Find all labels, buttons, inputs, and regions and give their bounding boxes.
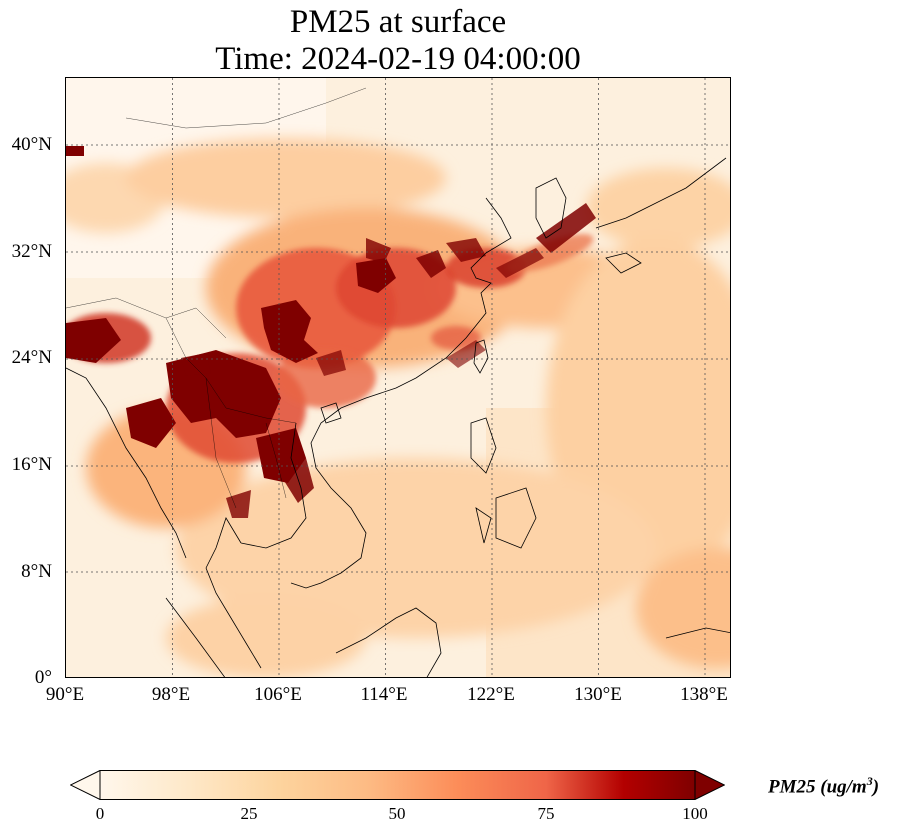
colorbar-tick: 0 [95,804,105,823]
plume-japan [586,168,730,248]
colorbar-label: PM25 (ug/m3) [768,774,880,798]
lon-tick: 114°E [360,684,408,705]
plume-southeast [636,548,730,668]
lat-tick: 16°N [11,454,52,475]
map-time: Time: 2024-02-19 04:00:00 [215,41,581,77]
colorbar-tick: 25 [240,804,258,823]
colorbar-tick: 50 [388,804,406,823]
lon-tick: 106°E [254,684,302,705]
colorbar-tick: 100 [682,804,708,823]
gridlines [66,78,730,677]
colorbar-low-extend [70,770,101,800]
lon-tick: 90°E [45,684,85,705]
lat-tick: 24°N [11,347,52,368]
lat-tick: 32°N [11,241,52,262]
lat-tick: 8°N [21,561,52,582]
colorbar [70,770,725,800]
pm25-map [65,77,731,678]
borders [66,87,367,509]
coastlines [66,157,730,677]
lon-tick: 138°E [680,684,728,705]
colorbar-tick: 75 [537,804,555,823]
colorbar-high-extend [694,770,725,800]
lon-tick: 122°E [467,684,515,705]
map-title: PM25 at surface [289,4,507,40]
lat-tick: 0° [34,667,52,688]
colorbar-gradient [99,770,696,800]
lon-tick: 98°E [151,684,191,705]
lat-tick: 40°N [11,134,52,155]
lon-tick: 130°E [574,684,622,705]
plume-south-china-sea [176,458,656,638]
hotspots [66,146,596,518]
plume-north [126,138,446,218]
plume-malaysia [166,598,366,677]
